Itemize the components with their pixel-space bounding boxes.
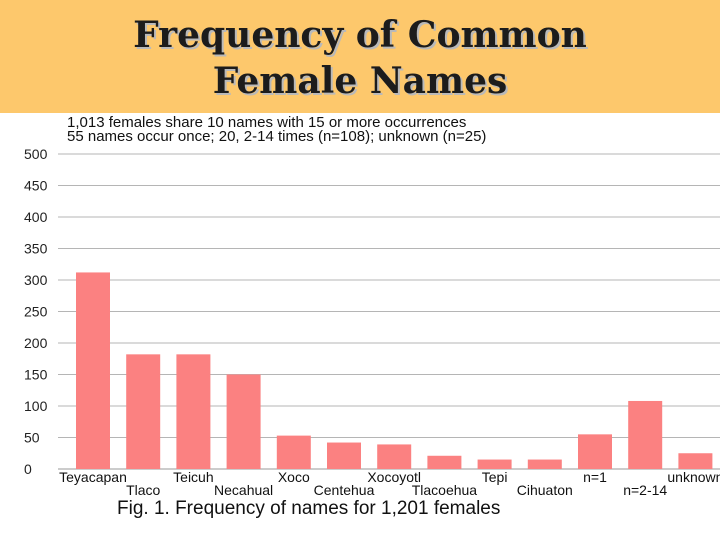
chart-note-1: 1,013 females share 10 names with 15 or … [67,114,466,131]
slide-title-line-2: Female Names [212,60,508,102]
y-tick-label: 500 [24,146,48,162]
y-tick-label: 0 [24,461,32,477]
slide-title: Frequency of Common Female Names [0,12,720,104]
category-label: n=1 [583,469,607,485]
y-tick-label: 250 [24,304,48,320]
y-tick-label: 400 [24,209,48,225]
y-tick-label: 450 [24,178,48,194]
category-label: Teicuh [173,469,213,485]
y-tick-label: 150 [24,367,48,383]
bar [276,435,311,469]
y-axis-tick-labels: 0 50 100 150 200 250 300 350 400 450 500 [24,146,48,477]
y-tick-label: 50 [24,430,40,446]
category-label: Xoco [278,469,310,485]
y-tick-label: 350 [24,241,48,257]
figure-caption: Fig. 1. Frequency of names for 1,201 fem… [117,498,500,519]
category-label: Tepi [482,469,508,485]
category-label: Tlacoehua [412,482,478,498]
bar [76,272,110,469]
category-label: Centehua [314,482,375,498]
bars [76,272,713,469]
bar [678,453,713,469]
bar [477,459,512,469]
bar [578,434,612,469]
gridlines [58,153,720,470]
category-label: Xocoyotl [367,469,421,485]
title-band [0,0,720,113]
bar [377,444,412,469]
bar [126,354,161,469]
bar [327,442,361,469]
bar [427,455,462,469]
slide-title-line-1: Frequency of Common [133,14,587,56]
category-label: Tlaco [126,482,160,498]
category-label: Teyacapan [59,469,127,485]
bar [628,400,663,469]
bar [226,374,261,469]
bar [527,459,562,469]
y-tick-label: 200 [24,335,48,351]
category-label: Necahual [214,482,273,498]
category-label: unknown [667,469,720,485]
y-tick-label: 100 [24,398,48,414]
category-label: Cihuaton [517,482,573,498]
category-label: n=2-14 [623,482,667,498]
chart-note-2: 55 names occur once; 20, 2-14 times (n=1… [67,128,486,145]
y-tick-label: 300 [24,272,48,288]
bar [176,354,211,469]
